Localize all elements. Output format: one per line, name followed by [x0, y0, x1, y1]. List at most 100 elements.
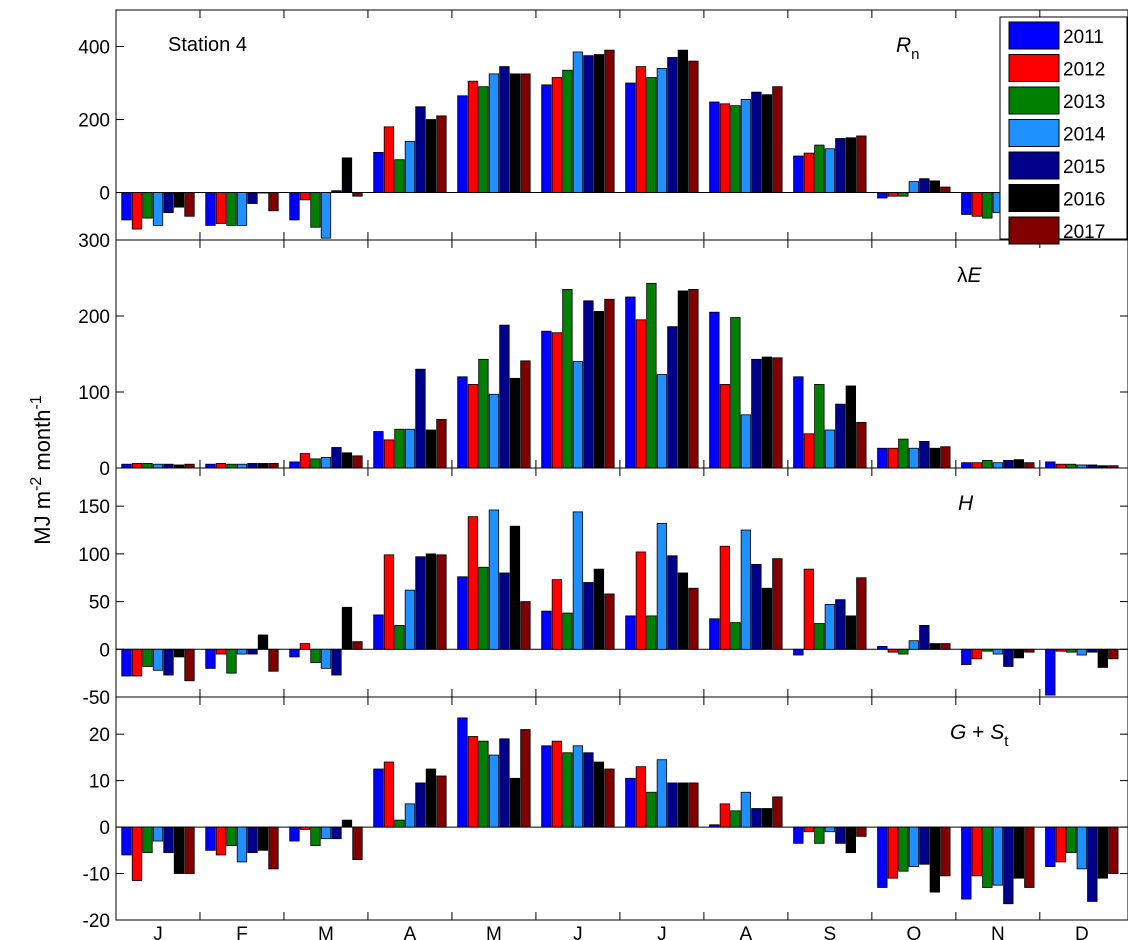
bar-le-2015-10 [1003, 459, 1014, 469]
legend-swatch-2012 [1008, 54, 1060, 82]
y-tick-label: 0 [99, 818, 110, 839]
bar-rn-2017-4 [520, 73, 531, 193]
bar-h-2011-8 [793, 648, 804, 656]
y-tick-label: -10 [83, 865, 110, 886]
bar-le-2011-2 [289, 461, 300, 469]
bar-h-2014-4 [488, 509, 500, 650]
bar-h-2015-3 [415, 556, 426, 650]
bar-h-2011-2 [289, 648, 300, 658]
bar-rn-2013-9 [898, 192, 909, 197]
bar-g-2017-9 [940, 826, 951, 877]
bar-rn-2017-9 [940, 186, 951, 193]
bar-h-2012-5 [551, 579, 563, 650]
bar-rn-2015-9 [919, 178, 930, 193]
bar-g-2012-11 [1055, 826, 1066, 863]
bar-g-2011-10 [961, 826, 972, 900]
bar-le-2013-8 [814, 383, 825, 469]
bar-rn-2015-0 [163, 192, 174, 214]
bar-rn-2011-7 [709, 101, 720, 193]
bar-rn-2012-8 [803, 152, 815, 193]
bar-le-2013-7 [730, 317, 741, 469]
bar-rn-2017-3 [436, 115, 447, 193]
bar-le-2013-6 [646, 282, 657, 469]
bar-le-2016-6 [677, 290, 689, 469]
panel-label-rn: Rn [896, 34, 920, 63]
bar-g-2016-9 [929, 826, 940, 893]
bar-g-2011-5 [541, 745, 552, 828]
bar-le-2014-0 [152, 463, 164, 469]
legend: 2011 2012 2013 2014 2015 2016 2017 [999, 16, 1128, 245]
bar-le-2013-10 [982, 459, 993, 469]
bar-g-2011-11 [1045, 826, 1056, 867]
bar-h-2012-8 [803, 568, 815, 650]
bar-g-2012-9 [887, 826, 898, 879]
bar-rn-2017-1 [268, 192, 279, 212]
bar-g-2011-7 [709, 824, 720, 828]
bar-g-2016-0 [173, 826, 185, 874]
bar-h-2017-5 [604, 593, 615, 650]
bar-rn-2015-2 [331, 190, 342, 193]
bar-rn-2012-5 [551, 77, 563, 193]
bar-g-2016-2 [341, 819, 353, 828]
bar-rn-2015-6 [667, 57, 678, 193]
bar-le-2013-1 [226, 463, 237, 469]
bar-h-2013-8 [814, 623, 825, 650]
bar-le-2013-3 [394, 428, 405, 469]
bar-g-2012-3 [383, 761, 395, 828]
panel-label-le: λE [957, 264, 983, 287]
bar-rn-2016-9 [929, 180, 940, 193]
bar-rn-2017-7 [772, 86, 783, 193]
bar-g-2012-8 [803, 826, 815, 833]
bar-h-2011-11 [1045, 648, 1056, 696]
bar-le-2012-9 [887, 447, 898, 469]
bar-h-2013-6 [646, 615, 657, 650]
x-tick-label: J [657, 924, 667, 940]
bar-rn-2011-0 [121, 192, 132, 221]
x-tick-label: N [991, 924, 1005, 940]
bar-rn-2017-2 [352, 192, 363, 197]
bar-h-2014-8 [824, 604, 836, 650]
panel-frame [115, 467, 1128, 698]
bar-g-2015-7 [751, 808, 762, 828]
y-tick-label: 10 [89, 772, 110, 793]
bar-rn-2012-10 [971, 192, 982, 217]
bar-rn-2014-2 [320, 192, 332, 239]
panel-le: 0 100 200 300 λE [78, 231, 1128, 480]
bar-h-2012-7 [719, 545, 731, 650]
bar-h-2015-4 [499, 572, 510, 650]
bar-g-2017-10 [1024, 826, 1035, 888]
bar-h-2011-3 [373, 614, 384, 650]
bar-h-2016-7 [761, 587, 773, 650]
bar-h-2011-6 [625, 615, 636, 650]
bar-rn-2011-10 [961, 192, 972, 215]
bar-le-2017-8 [856, 421, 867, 469]
bar-h-2013-2 [310, 648, 321, 664]
bar-h-2011-9 [877, 646, 888, 650]
bar-le-2015-8 [835, 403, 846, 469]
bar-g-2017-2 [352, 826, 363, 861]
bar-g-2017-1 [268, 826, 279, 870]
bar-h-2013-11 [1066, 648, 1077, 653]
bar-le-2016-5 [593, 311, 605, 469]
bar-g-2013-1 [226, 826, 237, 847]
bar-rn-2012-1 [215, 192, 227, 224]
bar-le-2016-10 [1013, 459, 1024, 469]
bar-rn-2014-1 [236, 192, 248, 226]
bar-g-2016-11 [1097, 826, 1108, 879]
x-tick-label: J [153, 924, 163, 940]
legend-label-2014: 2014 [1063, 125, 1106, 146]
bar-rn-2015-8 [835, 138, 846, 193]
bar-le-2015-2 [331, 447, 342, 469]
bar-g-2013-10 [982, 826, 993, 888]
bar-le-2012-6 [635, 319, 647, 469]
bar-g-2015-5 [583, 752, 594, 828]
bar-rn-2017-8 [856, 135, 867, 193]
y-tick-label: 150 [78, 497, 110, 518]
y-tick-label: 0 [99, 184, 110, 205]
bar-g-2014-8 [824, 826, 836, 833]
x-tick-label: F [236, 924, 248, 940]
bar-g-2013-3 [394, 819, 405, 828]
bar-g-2017-11 [1108, 826, 1119, 874]
bar-rn-2014-9 [908, 181, 919, 193]
